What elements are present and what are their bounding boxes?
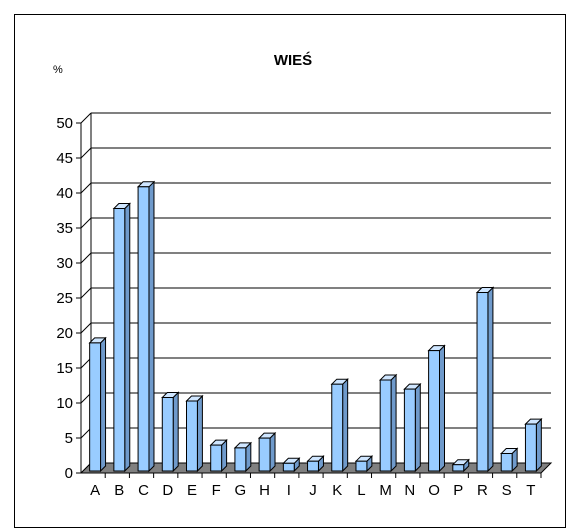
y-tick-label: 15 [56, 360, 73, 377]
x-tick-label: A [90, 482, 100, 499]
gridline-connector [80, 252, 92, 264]
bar-front [186, 400, 198, 472]
bar-side [487, 286, 494, 473]
bar-side [535, 417, 542, 473]
x-tick-label: O [428, 482, 440, 499]
bar-side [414, 382, 421, 473]
bar [451, 458, 470, 473]
bar-side [196, 394, 203, 473]
bar-front [137, 186, 150, 472]
x-tick-label: K [332, 482, 342, 499]
bar-side [342, 377, 349, 473]
gridline-connector [80, 147, 92, 159]
bar-front [428, 350, 440, 472]
bar-side [390, 373, 397, 473]
gridline-connector [80, 217, 92, 229]
x-tick-label: H [259, 482, 270, 499]
bar-front [113, 208, 126, 472]
bar [524, 417, 543, 473]
chart-title: WIEŚ [274, 51, 312, 69]
y-tick-label: 35 [56, 220, 73, 237]
x-tick-label: P [453, 482, 463, 499]
bar-front [476, 292, 489, 472]
x-tick-label: L [357, 482, 365, 499]
y-tick-label: 40 [56, 185, 73, 202]
bar [500, 447, 519, 473]
y-tick-label: 25 [56, 290, 73, 307]
bar-front [379, 379, 392, 472]
bar [209, 438, 228, 473]
bar-front [524, 423, 537, 472]
bar-front [210, 444, 223, 472]
y-tick-label: 20 [56, 325, 73, 342]
x-tick-label: E [187, 482, 197, 499]
bar [185, 394, 204, 473]
bar [378, 373, 398, 473]
bar-front [500, 453, 513, 472]
bar-front [307, 460, 319, 472]
bar-front [161, 397, 174, 472]
bar-side [269, 431, 276, 473]
x-tick-label: I [287, 482, 291, 499]
y-tick-label: 30 [56, 255, 73, 272]
bar-front [403, 388, 416, 472]
bar [233, 441, 253, 473]
bar [161, 391, 180, 473]
y-tick-label: 0 [65, 465, 73, 482]
x-tick-label: T [526, 482, 535, 499]
bar [354, 454, 374, 473]
bar [257, 431, 277, 473]
gridline-connector [80, 322, 92, 334]
bar [330, 377, 349, 473]
x-tick-label: S [502, 482, 512, 499]
bar-front [258, 437, 271, 472]
x-tick-label: C [138, 482, 149, 499]
bar [427, 344, 446, 473]
x-tick-label: N [404, 482, 415, 499]
x-tick-label: R [477, 482, 488, 499]
bar [475, 286, 495, 473]
y-tick-label: 50 [56, 115, 73, 132]
bar [306, 454, 325, 473]
bar-front [89, 342, 102, 472]
bar [112, 202, 131, 473]
bar [282, 457, 301, 473]
gridline-connector [80, 112, 92, 124]
bar-side [172, 391, 179, 473]
bar-side [439, 344, 445, 473]
x-tick-label: D [162, 482, 173, 499]
gridline-connector [80, 182, 92, 194]
gridline-connector [80, 287, 92, 299]
x-tick-label: J [309, 482, 317, 499]
bar [403, 382, 422, 473]
bars [88, 180, 543, 473]
bar-front [331, 383, 344, 472]
x-tick-label: F [212, 482, 221, 499]
y-tick-label: 45 [56, 150, 73, 167]
y-tick-label: 10 [56, 395, 73, 412]
bar-side [148, 180, 155, 473]
bar-front [355, 460, 368, 472]
bar-front [282, 462, 295, 472]
y-axis-unit-label: % [53, 64, 63, 76]
bar-side [100, 336, 107, 473]
x-tick-label: M [379, 482, 392, 499]
y-tick-labels: 0 5 10 15 20 25 30 35 40 45 50 [56, 115, 73, 482]
bar-side [124, 202, 131, 473]
y-tick-label: 5 [65, 430, 73, 447]
bar-front [234, 447, 247, 472]
bar-front [452, 464, 465, 472]
x-tick-label: G [235, 482, 247, 499]
x-tick-label: B [114, 482, 124, 499]
bar [88, 336, 107, 473]
bar [136, 180, 156, 473]
